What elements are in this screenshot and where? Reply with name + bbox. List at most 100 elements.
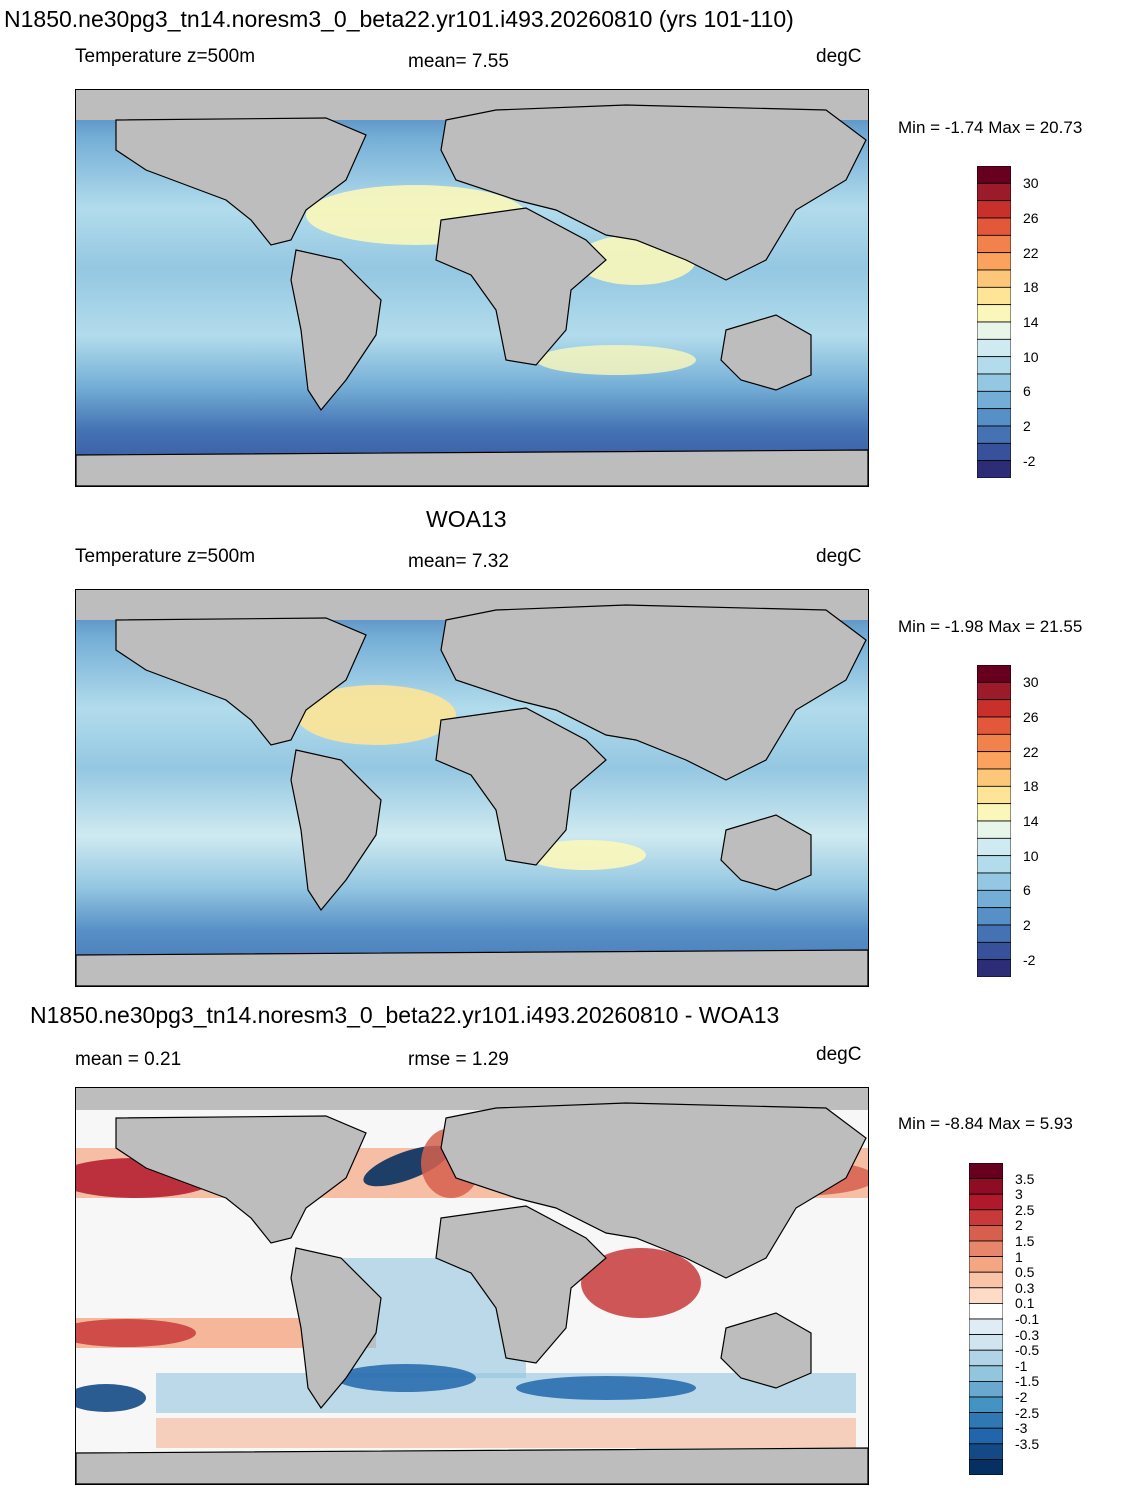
colorbar-tick-label: 2	[1023, 418, 1031, 434]
panel1-minmax: Min = -1.74 Max = 20.73	[898, 118, 1083, 137]
colorbar-swatch	[969, 1443, 1003, 1460]
colorbar-swatch	[977, 390, 1011, 410]
colorbar-tick-label: 18	[1023, 778, 1039, 795]
colorbar-swatch	[969, 1334, 1003, 1351]
colorbar-swatch	[977, 182, 1011, 202]
colorbar-swatches	[977, 665, 1011, 977]
colorbar-swatch	[969, 1209, 1003, 1226]
positive-anomaly-south-pacific	[76, 1319, 196, 1347]
continents	[76, 590, 868, 986]
colorbar-swatch	[977, 286, 1011, 306]
panel2-mean-text: mean= 7.32	[408, 551, 509, 572]
colorbar-tick-label: 0.3	[1015, 1279, 1035, 1296]
panel3-mean-text: mean = 0.21	[75, 1049, 182, 1070]
colorbar-swatch	[977, 681, 1011, 701]
colorbar-swatch	[969, 1458, 1003, 1475]
colorbar-tick-label: 6	[1023, 882, 1031, 899]
panel1-map	[75, 89, 869, 487]
colorbar-swatch	[977, 872, 1011, 891]
warm-anomaly-north-atlantic	[296, 685, 456, 745]
colorbar-swatch	[977, 716, 1011, 735]
panel2-variable-label: Temperature z=500m	[75, 546, 256, 567]
colorbar-tick-label: 2	[1023, 917, 1031, 933]
colorbar-swatches	[969, 1163, 1003, 1475]
colorbar-swatch	[977, 699, 1011, 718]
panel3-minmax: Min = -8.84 Max = 5.93	[898, 1114, 1073, 1133]
colorbar-swatch	[969, 1225, 1003, 1242]
colorbar-swatch	[977, 751, 1011, 770]
panel2-units: degC	[816, 546, 862, 567]
colorbar-tick-label: -3.5	[1015, 1435, 1040, 1452]
colorbar-tick-label: 22	[1023, 244, 1039, 261]
colorbar-swatch	[977, 837, 1011, 857]
panel2-minmax: Min = -1.98 Max = 21.55	[898, 617, 1083, 636]
colorbar-tick-label: 1	[1015, 1248, 1023, 1265]
panel1-units: degC	[816, 46, 862, 67]
colorbar-swatch	[969, 1193, 1003, 1211]
colorbar-tick-label: 30	[1023, 175, 1039, 192]
colorbar-swatch	[977, 785, 1011, 805]
colorbar-swatch	[969, 1365, 1003, 1382]
panel1-title: N1850.ne30pg3_tn14.noresm3_0_beta22.yr10…	[4, 6, 794, 32]
positive-anomaly-indian-ocean	[581, 1248, 701, 1318]
colorbar-tick-label: -0.5	[1015, 1342, 1040, 1359]
colorbar-swatch	[969, 1380, 1003, 1398]
panel3-units: degC	[816, 1044, 862, 1065]
colorbar-swatch	[969, 1240, 1003, 1258]
colorbar-swatch	[977, 408, 1011, 427]
warm-anomaly-south-indian	[536, 345, 696, 375]
colorbar-swatches	[977, 166, 1011, 478]
colorbar-swatch	[969, 1318, 1003, 1336]
warm-anomaly-south-indian	[526, 840, 646, 870]
colorbar-swatch	[969, 1396, 1003, 1414]
colorbar-swatch	[969, 1256, 1003, 1273]
continents	[76, 1088, 868, 1484]
panel3-colorbar: 3.5 3 2.5 2 1.5 1 0.5 0.3 0.1 -0.1 -0.3 -0.5 -1 -1.5-…	[969, 1163, 1039, 1475]
colorbar-tick-label: 6	[1023, 383, 1031, 400]
colorbar-swatch	[969, 1412, 1003, 1429]
panel1-mean-text: mean= 7.55	[408, 51, 509, 72]
colorbar-tick-label: 18	[1023, 279, 1039, 296]
colorbar-swatch	[969, 1178, 1003, 1195]
panel1-variable-label: Temperature z=500m	[75, 46, 256, 67]
panel2-map	[75, 589, 869, 987]
colorbar-swatch	[977, 442, 1011, 462]
colorbar-swatch	[977, 733, 1011, 753]
colorbar-tick-label: 1.5	[1015, 1233, 1035, 1249]
colorbar-tick-label: 26	[1023, 709, 1039, 725]
colorbar-swatch	[977, 855, 1011, 874]
colorbar-tick-label: 14	[1023, 314, 1039, 330]
colorbar-swatch	[977, 941, 1011, 961]
colorbar-swatch	[969, 1287, 1003, 1304]
colorbar-tick-label: 0.5	[1015, 1264, 1035, 1281]
colorbar-swatch	[977, 889, 1011, 909]
colorbar-swatch	[977, 269, 1011, 288]
colorbar-swatch	[977, 373, 1011, 392]
colorbar-tick-label: -0.1	[1015, 1311, 1040, 1327]
colorbar-swatch	[977, 200, 1011, 219]
colorbar-swatch	[977, 803, 1011, 822]
panel1-map-svg	[76, 90, 868, 486]
colorbar-tick-label: 10	[1023, 847, 1039, 864]
colorbar-tick-label: 3.5	[1015, 1170, 1035, 1187]
colorbar-swatch	[977, 166, 1011, 184]
colorbar-tick-label: 10	[1023, 348, 1039, 365]
panel3-map	[75, 1087, 869, 1485]
colorbar-swatch	[977, 338, 1011, 358]
colorbar-swatch	[969, 1271, 1003, 1289]
colorbar-tick-label: 30	[1023, 674, 1039, 691]
negative-anomaly-southeast-pacific	[76, 1384, 146, 1412]
colorbar-tick-label: 2.5	[1015, 1201, 1035, 1218]
panel3-title: N1850.ne30pg3_tn14.noresm3_0_beta22.yr10…	[30, 1002, 780, 1028]
colorbar-swatch	[977, 959, 1011, 977]
colorbar-swatch	[977, 924, 1011, 943]
colorbar-swatch	[977, 768, 1011, 787]
colorbar-swatch	[977, 425, 1011, 444]
negative-anomaly-south-atlantic	[336, 1364, 476, 1392]
panel2-colorbar: 30 26 22 18 14 10 6 2 -2	[977, 665, 1039, 977]
colorbar-swatch	[977, 252, 1011, 271]
colorbar-tick-label: -1.5	[1015, 1373, 1040, 1390]
colorbar-tick-label: -2.5	[1015, 1404, 1040, 1421]
panel3-map-svg	[76, 1088, 868, 1484]
negative-anomaly-southern-ocean	[516, 1376, 696, 1400]
